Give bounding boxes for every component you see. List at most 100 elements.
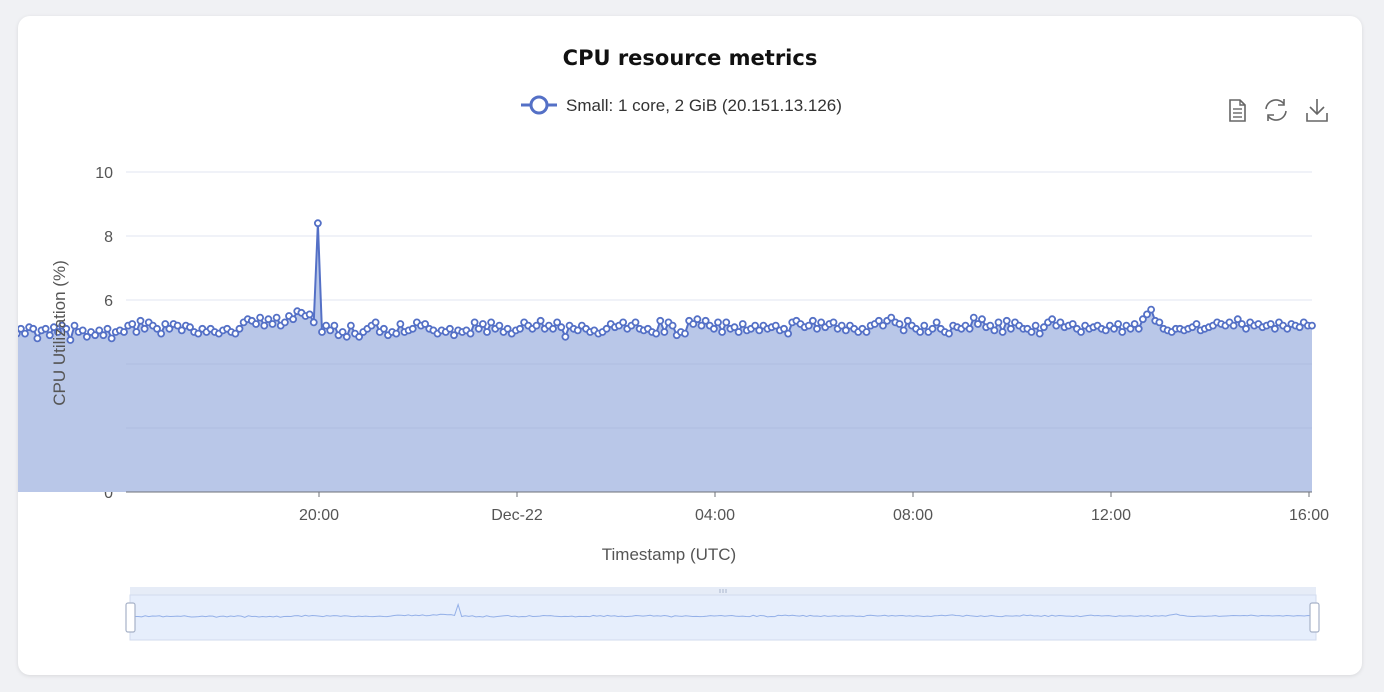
data-point[interactable]	[932, 318, 941, 327]
data-point[interactable]	[1118, 328, 1127, 336]
data-point[interactable]	[808, 316, 817, 325]
data-point[interactable]	[1147, 305, 1156, 314]
data-point[interactable]	[1242, 324, 1250, 333]
data-point[interactable]	[186, 323, 194, 332]
data-point[interactable]	[557, 323, 566, 332]
refresh-icon[interactable]	[1264, 98, 1288, 122]
data-point[interactable]	[78, 326, 87, 335]
data-point[interactable]	[128, 320, 137, 328]
data-point[interactable]	[771, 321, 780, 330]
download-icon[interactable]	[1306, 98, 1328, 122]
data-point[interactable]	[1237, 320, 1246, 328]
data-point[interactable]	[346, 321, 355, 330]
data-point[interactable]	[231, 329, 240, 338]
data-point[interactable]	[252, 320, 260, 328]
data-point[interactable]	[813, 324, 821, 333]
data-point[interactable]	[1031, 321, 1040, 330]
data-point[interactable]	[1114, 320, 1123, 328]
data-point[interactable]	[91, 331, 100, 340]
data-point[interactable]	[887, 313, 896, 322]
data-point[interactable]	[371, 318, 380, 327]
data-point[interactable]	[322, 321, 331, 330]
data-point[interactable]	[107, 334, 116, 343]
data-point[interactable]	[478, 320, 487, 328]
data-point[interactable]	[899, 326, 908, 335]
data-point[interactable]	[260, 321, 269, 330]
data-point[interactable]	[396, 320, 405, 328]
data-point[interactable]	[998, 328, 1007, 336]
data-point[interactable]	[681, 329, 689, 338]
data-point[interactable]	[1143, 310, 1151, 319]
data-zoom-drag-icon[interactable]	[719, 589, 727, 593]
data-point[interactable]	[157, 329, 166, 338]
data-point[interactable]	[895, 320, 904, 328]
data-point[interactable]	[1134, 324, 1143, 333]
data-point[interactable]	[714, 318, 722, 327]
data-point[interactable]	[1130, 320, 1139, 328]
data-point[interactable]	[33, 334, 42, 343]
data-point[interactable]	[553, 318, 562, 327]
data-point[interactable]	[619, 318, 628, 327]
data-point[interactable]	[392, 329, 401, 338]
data-point[interactable]	[693, 315, 702, 324]
data-point[interactable]	[722, 318, 731, 327]
data-point[interactable]	[549, 324, 557, 333]
data-point[interactable]	[697, 321, 706, 330]
data-point[interactable]	[495, 321, 504, 330]
data-point[interactable]	[1233, 315, 1242, 324]
data-point[interactable]	[1039, 323, 1048, 332]
data-point[interactable]	[305, 310, 314, 319]
data-point[interactable]	[173, 321, 182, 330]
data-point[interactable]	[70, 321, 79, 330]
data-point[interactable]	[1027, 328, 1036, 336]
data-point[interactable]	[1077, 328, 1085, 336]
data-point[interactable]	[804, 321, 813, 330]
data-point[interactable]	[474, 324, 483, 333]
data-point[interactable]	[45, 331, 54, 340]
data-point[interactable]	[1295, 323, 1304, 332]
data-point[interactable]	[689, 320, 698, 328]
data-point[interactable]	[21, 329, 29, 338]
data-point[interactable]	[235, 324, 244, 333]
data-point[interactable]	[1266, 320, 1275, 328]
data-point[interactable]	[536, 316, 545, 325]
data-point[interactable]	[1229, 321, 1238, 330]
data-point[interactable]	[965, 324, 974, 333]
data-point[interactable]	[990, 326, 999, 335]
data-point[interactable]	[280, 318, 289, 327]
data-point[interactable]	[268, 320, 277, 328]
document-icon[interactable]	[1229, 99, 1246, 122]
data-point[interactable]	[730, 323, 739, 332]
data-point[interactable]	[701, 316, 710, 325]
data-point[interactable]	[256, 313, 265, 322]
data-point[interactable]	[309, 318, 318, 327]
data-point[interactable]	[879, 321, 887, 330]
data-point[interactable]	[140, 324, 149, 333]
data-zoom-left-handle[interactable]	[125, 602, 136, 633]
data-point[interactable]	[920, 321, 929, 330]
data-point[interactable]	[841, 326, 850, 335]
data-point[interactable]	[355, 332, 364, 341]
data-point[interactable]	[54, 328, 62, 336]
data-point[interactable]	[837, 321, 846, 330]
data-point[interactable]	[194, 329, 203, 338]
data-point[interactable]	[136, 316, 145, 325]
data-point[interactable]	[1056, 318, 1065, 327]
data-point[interactable]	[817, 318, 826, 327]
data-point[interactable]	[487, 318, 496, 327]
data-point[interactable]	[516, 324, 524, 333]
data-point[interactable]	[49, 323, 58, 332]
data-point[interactable]	[177, 326, 186, 335]
data-point[interactable]	[1138, 315, 1147, 324]
data-point[interactable]	[862, 328, 871, 336]
data-point[interactable]	[709, 324, 718, 333]
data-point[interactable]	[330, 321, 339, 330]
data-point[interactable]	[1101, 326, 1110, 335]
data-zoom-right-handle[interactable]	[1309, 602, 1320, 633]
data-point[interactable]	[1155, 318, 1164, 327]
data-point[interactable]	[1002, 316, 1011, 325]
data-point[interactable]	[421, 320, 430, 328]
data-point[interactable]	[994, 318, 1003, 327]
data-point[interactable]	[408, 324, 417, 333]
data-point[interactable]	[62, 324, 71, 333]
